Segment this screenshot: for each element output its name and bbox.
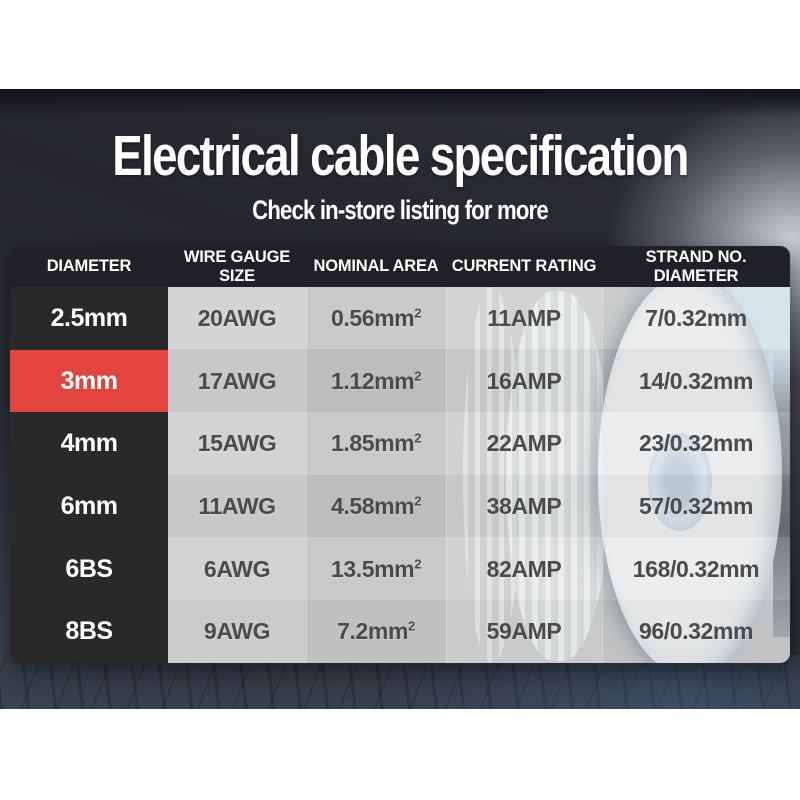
cell-current-rating: 38AMP [486,492,562,519]
cell-nominal-area: 7.2mm2 [337,618,415,645]
header-cell-current-rating: CURRENT RATING [451,257,597,275]
header-cell-nominal-area: NOMINAL AREA [313,257,439,275]
cell-strand-diameter: 57/0.32mm [638,492,754,519]
cell-wire-gauge: 17AWG [197,367,277,394]
column-tint-overlay [168,287,790,663]
row-tint-overlay [168,287,790,663]
cell-diameter: 4mm [10,412,168,476]
spec-table: DIAMETER WIRE GAUGE SIZE NOMINAL AREA CU… [10,246,790,663]
table-row: 6BS 6AWG 13.5mm2 82AMP 168/0.32mm [10,537,790,601]
cell-strand-diameter: 23/0.32mm [638,430,754,457]
cell-wire-gauge: 9AWG [203,618,271,645]
cell-current-rating: 22AMP [486,430,562,457]
cell-wire-gauge: 6AWG [203,555,271,582]
cell-current-rating: 59AMP [486,618,562,645]
cell-diameter-highlighted: 3mm [10,349,168,413]
header-cell-wire-gauge: WIRE GAUGE SIZE [183,247,291,285]
cell-current-rating: 16AMP [486,367,562,394]
table-body: 2.5mm 20AWG 0.56mm2 11AMP 7/0.32mm 3mm 1… [10,287,790,663]
column-seam [446,287,447,663]
cell-nominal-area: 1.85mm2 [330,430,422,457]
column-seam [602,287,603,663]
cell-nominal-area: 4.58mm2 [330,492,422,519]
table-row: 6mm 11AWG 4.58mm2 38AMP 57/0.32mm [10,475,790,538]
page-title: Electrical cable specification [112,124,689,188]
table-header-row: DIAMETER WIRE GAUGE SIZE NOMINAL AREA CU… [10,246,790,287]
cell-diameter: 8BS [10,600,168,663]
cell-wire-gauge: 15AWG [197,430,277,457]
cell-current-rating: 11AMP [487,304,561,331]
cell-strand-diameter: 7/0.32mm [645,304,747,331]
cell-diameter: 6mm [10,475,168,538]
spool-cable-winding [506,291,610,661]
table-rows: 2.5mm 20AWG 0.56mm2 11AMP 7/0.32mm 3mm 1… [10,287,790,663]
header-cell-diameter: DIAMETER [46,257,132,275]
cell-nominal-area: 13.5mm2 [330,555,422,582]
cell-nominal-area: 1.12mm2 [330,367,422,394]
cable-spool-photo [168,287,790,663]
table-row: 4mm 15AWG 1.85mm2 22AMP 23/0.32mm [10,412,790,476]
table-row-highlighted: 3mm 17AWG 1.12mm2 16AMP 14/0.32mm [10,349,790,413]
spool-hub [648,433,712,531]
column-seam [306,287,307,663]
cell-diameter: 6BS [10,537,168,601]
cell-diameter: 2.5mm [10,287,168,350]
cell-wire-gauge: 20AWG [197,304,277,331]
cell-current-rating: 82AMP [486,555,562,582]
page-subtitle: Check in-store listing for more [252,195,548,225]
cell-nominal-area: 0.56mm2 [330,304,422,331]
cell-strand-diameter: 168/0.32mm [632,555,760,582]
header-cell-strand-diameter: STRAND NO. DIAMETER [645,247,747,285]
table-row: 8BS 9AWG 7.2mm2 59AMP 96/0.32mm [10,600,790,663]
cell-strand-diameter: 96/0.32mm [638,618,754,645]
cell-wire-gauge: 11AWG [198,492,276,519]
cell-strand-diameter: 14/0.32mm [638,367,754,394]
floor-texture [0,655,800,709]
table-row: 2.5mm 20AWG 0.56mm2 11AMP 7/0.32mm [10,287,790,350]
